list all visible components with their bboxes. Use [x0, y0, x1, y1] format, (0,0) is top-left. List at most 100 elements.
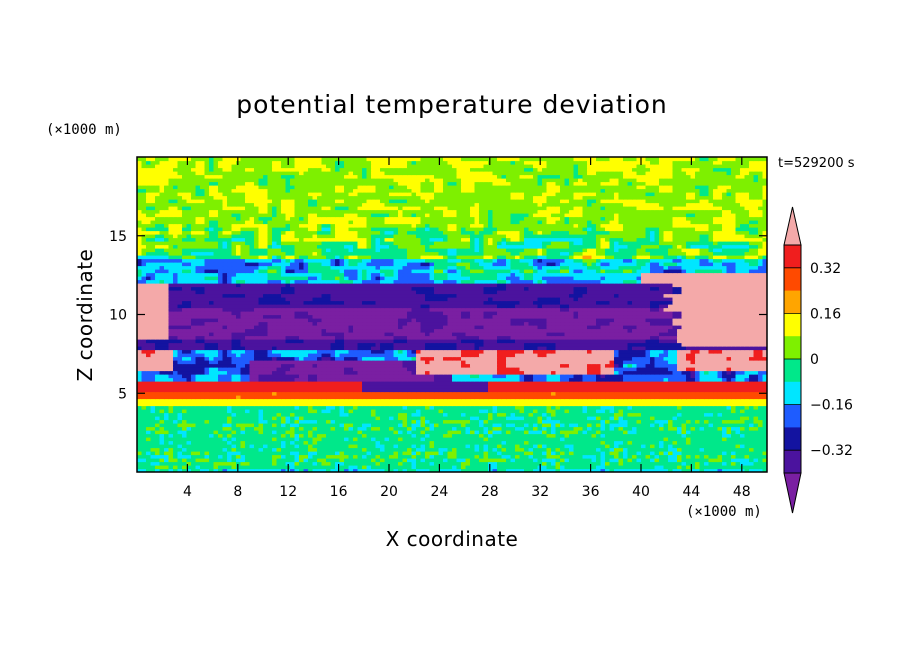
contour-cell	[137, 367, 143, 372]
contour-cell	[447, 437, 453, 442]
contour-cell	[384, 451, 390, 456]
contour-cell	[317, 430, 323, 435]
contour-cell	[402, 398, 408, 403]
contour-cell	[335, 377, 341, 382]
contour-cell	[191, 461, 197, 466]
contour-cell	[578, 349, 584, 354]
contour-cell	[168, 356, 174, 361]
contour-cell	[668, 405, 674, 410]
contour-cell	[695, 433, 701, 438]
contour-cell	[330, 346, 336, 351]
contour-cell	[591, 454, 597, 459]
contour-cell	[168, 377, 174, 382]
contour-cell	[645, 433, 651, 438]
contour-cell	[272, 409, 278, 414]
contour-cell	[726, 402, 732, 407]
contour-cell	[236, 405, 242, 410]
contour-cell	[600, 363, 606, 368]
contour-cell	[227, 353, 233, 358]
contour-cell	[479, 349, 485, 354]
contour-cell	[425, 398, 431, 403]
contour-cell	[380, 444, 386, 449]
contour-cell	[596, 465, 602, 470]
contour-cell	[690, 412, 696, 417]
contour-cell	[240, 402, 246, 407]
contour-cell	[740, 381, 746, 386]
contour-cell	[470, 461, 476, 466]
contour-cell	[186, 398, 192, 403]
contour-cell	[546, 440, 552, 445]
contour-cell	[524, 426, 530, 431]
contour-cell	[569, 426, 575, 431]
contour-cell	[578, 468, 584, 472]
contour-cell	[312, 402, 318, 407]
contour-cell	[650, 388, 656, 393]
contour-cell	[411, 458, 417, 463]
contour-cell	[501, 346, 507, 351]
contour-cell	[267, 391, 273, 396]
contour-cell	[591, 447, 597, 452]
contour-cell	[245, 402, 251, 407]
contour-cell	[627, 430, 633, 435]
contour-cell	[474, 377, 480, 382]
contour-cell	[506, 353, 512, 358]
contour-cell	[501, 405, 507, 410]
contour-cell	[510, 437, 516, 442]
contour-cell	[744, 367, 750, 372]
contour-cell	[465, 381, 471, 386]
contour-cell	[753, 465, 759, 470]
contour-cell	[555, 437, 561, 442]
contour-cell	[515, 454, 521, 459]
contour-cell	[479, 454, 485, 459]
contour-cell	[335, 398, 341, 403]
contour-cell	[762, 349, 767, 354]
contour-cell	[704, 349, 710, 354]
contour-cell	[155, 377, 161, 382]
contour-cell	[146, 468, 152, 472]
contour-cell	[569, 384, 575, 389]
contour-cell	[659, 360, 665, 365]
contour-cell	[564, 367, 570, 372]
contour-cell	[605, 447, 611, 452]
contour-cell	[690, 468, 696, 472]
contour-cell	[272, 402, 278, 407]
contour-cell	[227, 409, 233, 414]
contour-cell	[573, 426, 579, 431]
contour-cell	[150, 384, 156, 389]
contour-cell	[308, 433, 314, 438]
contour-cell	[245, 384, 251, 389]
contour-cell	[465, 405, 471, 410]
contour-cell	[465, 458, 471, 463]
contour-cell	[758, 353, 764, 358]
contour-cell	[357, 353, 363, 358]
contour-cell	[461, 370, 467, 375]
contour-cell	[560, 426, 566, 431]
contour-cell	[479, 363, 485, 368]
contour-cell	[542, 423, 548, 428]
contour-cell	[479, 405, 485, 410]
contour-cell	[245, 391, 251, 396]
contour-cell	[348, 353, 354, 358]
contour-cell	[591, 398, 597, 403]
contour-cell	[564, 349, 570, 354]
contour-cell	[141, 416, 147, 421]
contour-cell	[425, 423, 431, 428]
contour-cell	[263, 440, 269, 445]
contour-cell	[299, 461, 305, 466]
contour-cell	[618, 349, 624, 354]
contour-cell	[713, 412, 719, 417]
contour-cell	[371, 416, 377, 421]
contour-cell	[366, 412, 372, 417]
contour-cell	[528, 440, 534, 445]
contour-cell	[308, 458, 314, 463]
contour-cell	[213, 370, 219, 375]
contour-cell	[195, 465, 201, 470]
contour-cell	[519, 426, 525, 431]
contour-cell	[528, 444, 534, 449]
contour-cell	[758, 437, 764, 442]
contour-cell	[515, 356, 521, 361]
contour-cell	[236, 363, 242, 368]
contour-cell	[596, 468, 602, 472]
contour-cell	[573, 465, 579, 470]
contour-cell	[695, 363, 701, 368]
